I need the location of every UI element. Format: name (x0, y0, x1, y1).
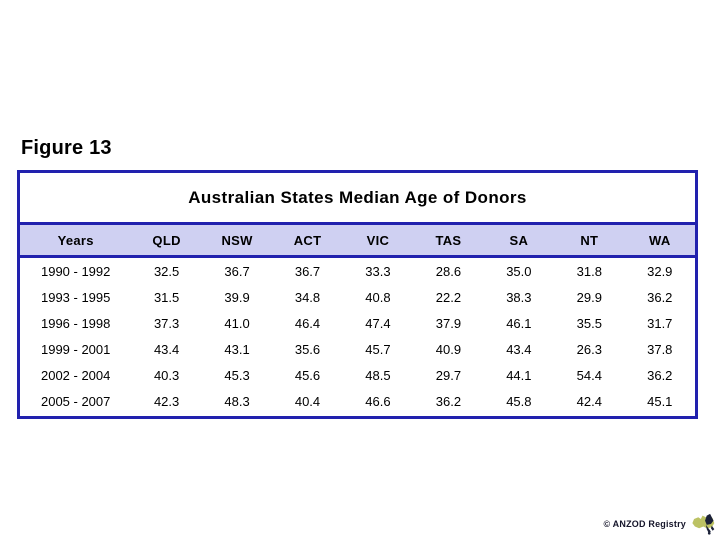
cell-value: 37.9 (413, 310, 484, 336)
cell-value: 41.0 (201, 310, 273, 336)
cell-value: 43.4 (483, 336, 555, 362)
cell-value: 42.4 (554, 388, 625, 414)
cell-value: 32.9 (624, 256, 695, 284)
cell-value: 45.6 (272, 362, 343, 388)
cell-value: 38.3 (483, 284, 555, 310)
median-age-table: Years QLD NSW ACT VIC TAS SA NT WA 1990 … (20, 225, 695, 414)
cell-years: 1996 - 1998 (20, 310, 132, 336)
cell-years: 1999 - 2001 (20, 336, 132, 362)
table-row: 1999 - 2001 43.4 43.1 35.6 45.7 40.9 43.… (20, 336, 695, 362)
cell-value: 31.5 (131, 284, 202, 310)
column-header-qld: QLD (131, 225, 202, 258)
cell-years: 2005 - 2007 (20, 388, 132, 414)
table-title: Australian States Median Age of Donors (20, 173, 695, 225)
column-header-wa: WA (624, 225, 695, 258)
table-row: 1993 - 1995 31.5 39.9 34.8 40.8 22.2 38.… (20, 284, 695, 310)
cell-value: 34.8 (272, 284, 343, 310)
cell-value: 44.1 (483, 362, 555, 388)
cell-value: 48.5 (342, 362, 414, 388)
cell-value: 40.9 (413, 336, 484, 362)
cell-value: 26.3 (554, 336, 625, 362)
cell-value: 48.3 (201, 388, 273, 414)
cell-value: 40.4 (272, 388, 343, 414)
column-header-tas: TAS (413, 225, 484, 258)
cell-value: 54.4 (554, 362, 625, 388)
cell-value: 29.9 (554, 284, 625, 310)
cell-value: 35.6 (272, 336, 343, 362)
cell-value: 36.2 (624, 284, 695, 310)
table-row: 2002 - 2004 40.3 45.3 45.6 48.5 29.7 44.… (20, 362, 695, 388)
cell-value: 47.4 (342, 310, 414, 336)
cell-value: 45.3 (201, 362, 273, 388)
cell-value: 32.5 (131, 256, 202, 284)
cell-value: 33.3 (342, 256, 414, 284)
column-header-act: ACT (272, 225, 343, 258)
copyright-text: © ANZOD Registry (603, 519, 686, 529)
cell-value: 35.5 (554, 310, 625, 336)
cell-years: 1993 - 1995 (20, 284, 132, 310)
cell-value: 46.1 (483, 310, 555, 336)
table-row: 2005 - 2007 42.3 48.3 40.4 46.6 36.2 45.… (20, 388, 695, 414)
cell-years: 2002 - 2004 (20, 362, 132, 388)
figure-label: Figure 13 (21, 137, 112, 159)
cell-value: 42.3 (131, 388, 202, 414)
cell-value: 45.1 (624, 388, 695, 414)
cell-value: 46.6 (342, 388, 414, 414)
cell-value: 29.7 (413, 362, 484, 388)
cell-value: 40.8 (342, 284, 414, 310)
cell-value: 31.8 (554, 256, 625, 284)
cell-value: 43.1 (201, 336, 273, 362)
cell-value: 36.7 (201, 256, 273, 284)
cell-value: 37.8 (624, 336, 695, 362)
column-header-nsw: NSW (201, 225, 273, 258)
cell-value: 40.3 (131, 362, 202, 388)
cell-value: 45.7 (342, 336, 414, 362)
cell-value: 37.3 (131, 310, 202, 336)
footer: © ANZOD Registry (603, 512, 716, 536)
cell-value: 45.8 (483, 388, 555, 414)
column-header-sa: SA (483, 225, 555, 258)
donors-table: Australian States Median Age of Donors Y… (17, 170, 698, 419)
cell-value: 36.7 (272, 256, 343, 284)
cell-value: 31.7 (624, 310, 695, 336)
cell-value: 39.9 (201, 284, 273, 310)
cell-value: 43.4 (131, 336, 202, 362)
cell-value: 28.6 (413, 256, 484, 284)
cell-years: 1990 - 1992 (20, 256, 132, 284)
column-header-vic: VIC (342, 225, 414, 258)
cell-value: 35.0 (483, 256, 555, 284)
table-row: 1990 - 1992 32.5 36.7 36.7 33.3 28.6 35.… (20, 256, 695, 284)
cell-value: 36.2 (413, 388, 484, 414)
table-header-row: Years QLD NSW ACT VIC TAS SA NT WA (20, 225, 695, 258)
cell-value: 36.2 (624, 362, 695, 388)
anzod-australia-kangaroo-logo (692, 513, 715, 535)
cell-value: 22.2 (413, 284, 484, 310)
table-row: 1996 - 1998 37.3 41.0 46.4 47.4 37.9 46.… (20, 310, 695, 336)
column-header-years: Years (20, 225, 132, 258)
cell-value: 46.4 (272, 310, 343, 336)
column-header-nt: NT (554, 225, 625, 258)
